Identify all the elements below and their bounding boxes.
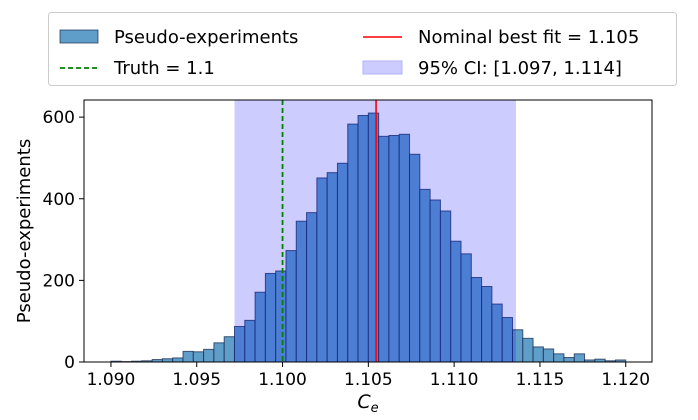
legend-label-best-fit: Nominal best fit = 1.105	[418, 27, 639, 48]
legend-label-pseudo: Pseudo-experiments	[114, 27, 298, 48]
x-tick-label: 1.105	[344, 370, 393, 390]
y-tick-label: 200	[43, 271, 75, 291]
legend-label-ci: 95% CI: [1.097, 1.114]	[418, 58, 622, 79]
y-ticks: 0 200 400 600	[43, 108, 84, 373]
histogram-bar	[183, 351, 193, 362]
x-ticks: 1.090 1.095 1.100 1.105 1.110 1.115 1.120	[87, 362, 650, 390]
x-tick-label: 1.100	[258, 370, 307, 390]
histogram-bar	[204, 349, 214, 362]
legend-label-truth: Truth = 1.1	[113, 58, 215, 79]
legend: Pseudo-experiments Nominal best fit = 1.…	[49, 13, 677, 86]
ci-band	[234, 100, 515, 362]
y-tick-label: 600	[43, 108, 75, 128]
histogram-bar	[564, 358, 574, 362]
histogram-bar	[224, 337, 234, 362]
y-tick-label: 0	[64, 353, 75, 373]
histogram-bar	[173, 358, 183, 362]
x-tick-label: 1.115	[516, 370, 565, 390]
histogram-bar	[523, 338, 533, 362]
histogram-bar	[574, 354, 584, 362]
histogram-bar	[214, 343, 224, 362]
histogram-bar	[193, 352, 203, 362]
y-tick-label: 400	[43, 190, 75, 210]
x-axis-label: Ce	[357, 391, 378, 416]
legend-patch-histogram	[60, 30, 98, 43]
histogram-bar	[554, 354, 564, 362]
histogram-bar	[533, 347, 543, 362]
x-tick-label: 1.120	[601, 370, 650, 390]
x-tick-label: 1.110	[430, 370, 479, 390]
histogram-bar	[543, 349, 553, 362]
x-tick-label: 1.090	[87, 370, 136, 390]
y-axis-label: Pseudo-experiments	[14, 139, 35, 323]
legend-patch-ci	[363, 61, 402, 74]
x-tick-label: 1.095	[172, 370, 221, 390]
